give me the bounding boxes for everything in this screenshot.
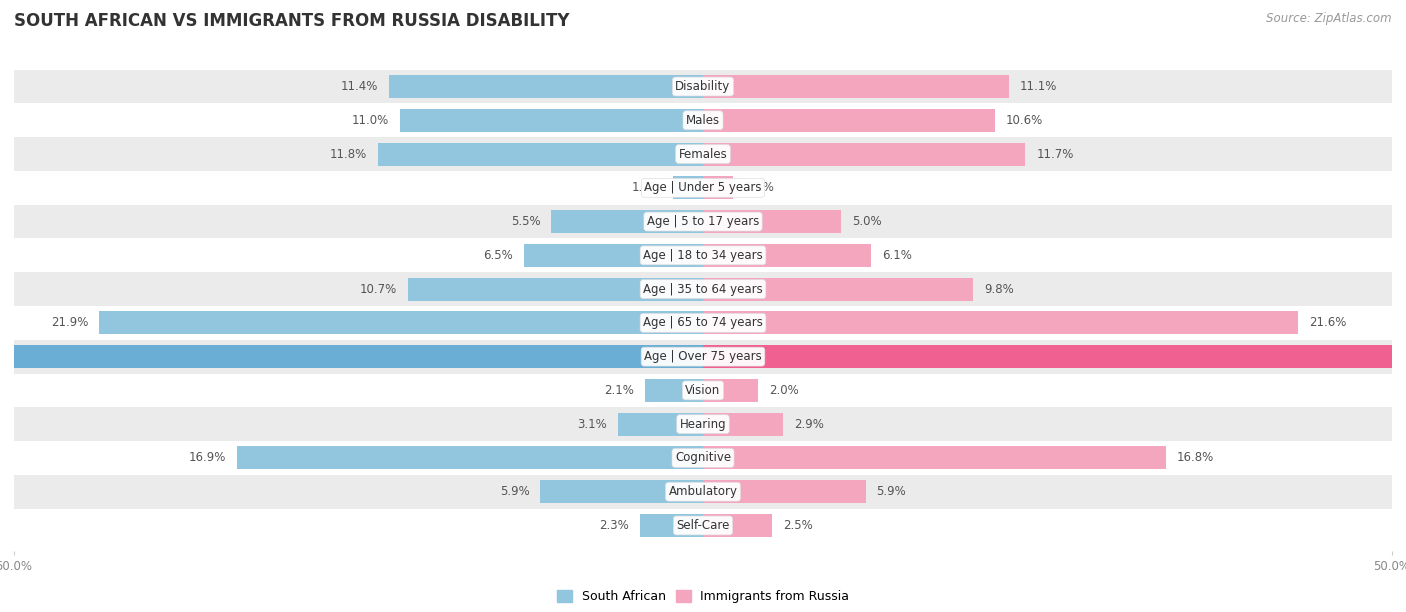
Bar (645, 379, 703, 402)
Bar (14, 373, 1392, 408)
Bar (100, 312, 703, 334)
Bar (703, 447, 1166, 469)
Bar (640, 514, 703, 537)
Text: 21.6%: 21.6% (1309, 316, 1347, 329)
Bar (672, 176, 703, 200)
Bar (703, 210, 841, 233)
Bar (703, 244, 872, 267)
Bar (14, 441, 1392, 475)
Bar (703, 480, 866, 503)
Text: 5.0%: 5.0% (852, 215, 882, 228)
Text: Source: ZipAtlas.com: Source: ZipAtlas.com (1267, 12, 1392, 25)
Text: 21.9%: 21.9% (51, 316, 89, 329)
Bar (238, 447, 703, 469)
Text: Age | 65 to 74 years: Age | 65 to 74 years (643, 316, 763, 329)
Text: Hearing: Hearing (679, 417, 727, 431)
Text: Age | Under 5 years: Age | Under 5 years (644, 181, 762, 195)
Bar (524, 244, 703, 267)
Text: 5.5%: 5.5% (510, 215, 540, 228)
Text: 11.0%: 11.0% (352, 114, 389, 127)
Bar (14, 272, 1392, 306)
Bar (14, 306, 1392, 340)
Bar (540, 480, 703, 503)
Text: 2.0%: 2.0% (769, 384, 799, 397)
Text: Disability: Disability (675, 80, 731, 93)
Bar (617, 412, 703, 436)
Bar (14, 137, 1392, 171)
Bar (14, 475, 1392, 509)
Text: 3.1%: 3.1% (576, 417, 606, 431)
Text: Age | Over 75 years: Age | Over 75 years (644, 350, 762, 363)
Bar (14, 70, 1392, 103)
Bar (14, 204, 1392, 239)
Bar (14, 103, 1392, 137)
Bar (14, 239, 1392, 272)
Text: 6.5%: 6.5% (484, 249, 513, 262)
Text: Age | 35 to 64 years: Age | 35 to 64 years (643, 283, 763, 296)
Text: 5.9%: 5.9% (499, 485, 530, 498)
Text: Cognitive: Cognitive (675, 452, 731, 465)
Bar (0, 345, 703, 368)
Bar (399, 109, 703, 132)
Text: Males: Males (686, 114, 720, 127)
Bar (703, 75, 1010, 98)
Text: 2.1%: 2.1% (605, 384, 634, 397)
Text: 2.5%: 2.5% (783, 519, 813, 532)
Bar (703, 278, 973, 300)
Bar (703, 176, 734, 200)
Text: Ambulatory: Ambulatory (668, 485, 738, 498)
Bar (703, 143, 1025, 165)
Text: 1.1%: 1.1% (744, 181, 775, 195)
Bar (14, 340, 1392, 373)
Bar (551, 210, 703, 233)
Bar (14, 408, 1392, 441)
Text: 10.7%: 10.7% (360, 283, 396, 296)
Text: 1.1%: 1.1% (631, 181, 662, 195)
Text: Vision: Vision (685, 384, 721, 397)
Text: SOUTH AFRICAN VS IMMIGRANTS FROM RUSSIA DISABILITY: SOUTH AFRICAN VS IMMIGRANTS FROM RUSSIA … (14, 12, 569, 30)
Text: 2.3%: 2.3% (599, 519, 628, 532)
Legend: South African, Immigrants from Russia: South African, Immigrants from Russia (551, 585, 855, 608)
Bar (14, 509, 1392, 542)
Text: 11.4%: 11.4% (340, 80, 378, 93)
Text: 11.1%: 11.1% (1019, 80, 1057, 93)
Bar (703, 109, 995, 132)
Bar (703, 379, 758, 402)
Text: 6.1%: 6.1% (882, 249, 912, 262)
Text: 5.9%: 5.9% (876, 485, 907, 498)
Text: 16.9%: 16.9% (188, 452, 226, 465)
Text: Self-Care: Self-Care (676, 519, 730, 532)
Text: 11.8%: 11.8% (329, 147, 367, 160)
Bar (703, 412, 783, 436)
Bar (389, 75, 703, 98)
Bar (703, 514, 772, 537)
Text: 10.6%: 10.6% (1007, 114, 1043, 127)
Text: 2.9%: 2.9% (794, 417, 824, 431)
Bar (703, 345, 1406, 368)
Text: Females: Females (679, 147, 727, 160)
Text: Age | 18 to 34 years: Age | 18 to 34 years (643, 249, 763, 262)
Text: 11.7%: 11.7% (1036, 147, 1074, 160)
Bar (14, 171, 1392, 204)
Text: 9.8%: 9.8% (984, 283, 1014, 296)
Bar (408, 278, 703, 300)
Bar (378, 143, 703, 165)
Bar (703, 312, 1298, 334)
Text: 16.8%: 16.8% (1177, 452, 1215, 465)
Text: Age | 5 to 17 years: Age | 5 to 17 years (647, 215, 759, 228)
